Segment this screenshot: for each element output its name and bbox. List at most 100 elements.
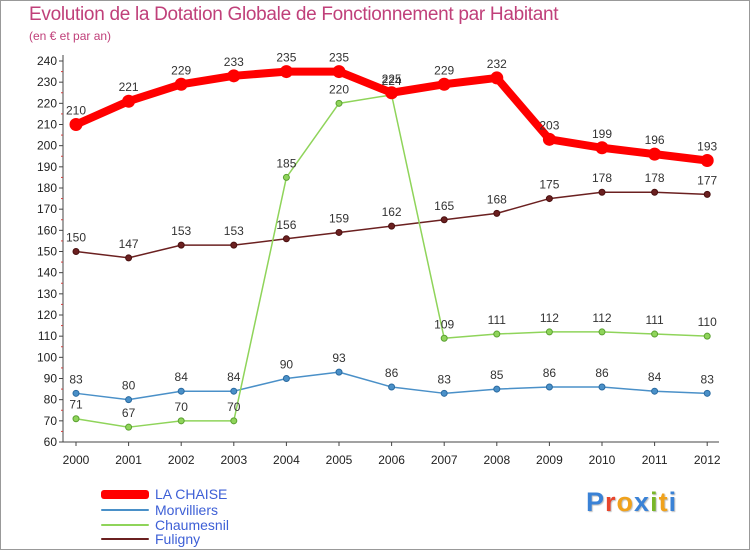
- data-point: [595, 141, 609, 155]
- data-label: 83: [701, 372, 715, 386]
- data-point: [282, 235, 290, 243]
- data-label: 83: [438, 372, 452, 386]
- data-point: [493, 209, 501, 217]
- legend-item: Fuligny: [101, 532, 200, 546]
- y-tick-label: 240: [37, 54, 57, 68]
- data-point: [335, 228, 343, 236]
- data-label: 110: [698, 315, 717, 329]
- data-label: 67: [122, 406, 136, 420]
- data-point: [651, 387, 659, 395]
- data-label: 224: [382, 74, 402, 88]
- x-tick-label: 2009: [536, 453, 563, 467]
- y-tick-label: 190: [37, 160, 57, 174]
- y-tick-label: 210: [37, 118, 57, 132]
- data-label: 225: [382, 72, 402, 86]
- legend-item: Morvilliers: [101, 503, 218, 517]
- data-point: [598, 188, 606, 196]
- data-point: [598, 328, 606, 336]
- data-point: [700, 153, 714, 167]
- y-tick-label: 100: [37, 350, 57, 364]
- data-point: [437, 77, 451, 91]
- data-point: [227, 69, 241, 83]
- x-tick-label: 2011: [642, 453, 668, 467]
- data-label: 168: [487, 192, 507, 206]
- x-tick-label: 2010: [589, 453, 616, 467]
- y-tick-label: 150: [37, 245, 57, 259]
- legend-swatch: [101, 489, 149, 499]
- y-tick-label: 110: [38, 329, 57, 343]
- data-point: [177, 417, 185, 425]
- data-label: 93: [332, 351, 346, 365]
- data-point: [72, 415, 80, 423]
- data-label: 80: [122, 379, 136, 393]
- data-point: [648, 147, 662, 161]
- logo-letter: o: [616, 487, 635, 517]
- chart-axes: 60 70 80 90 100 110 120 130 140 150 160 170 180 190 20…: [37, 54, 721, 467]
- chart-series: [69, 65, 714, 431]
- data-point: [122, 94, 136, 108]
- logo-letter: r: [605, 487, 617, 517]
- data-label: 156: [276, 218, 296, 232]
- data-label: 153: [224, 224, 244, 238]
- data-label: 162: [382, 205, 402, 219]
- data-point: [493, 385, 501, 393]
- data-label: 83: [69, 372, 83, 386]
- data-label: 71: [69, 398, 83, 412]
- data-point: [703, 332, 711, 340]
- x-tick-label: 2003: [220, 453, 247, 467]
- data-point: [703, 389, 711, 397]
- y-tick-label: 130: [37, 287, 57, 301]
- data-label: 210: [66, 104, 86, 118]
- data-label: 193: [697, 139, 717, 153]
- data-point: [174, 77, 188, 91]
- data-label: 150: [66, 231, 86, 245]
- legend-label: Chaumesnil: [155, 517, 229, 533]
- data-point: [335, 99, 343, 107]
- legend-swatch: [101, 538, 149, 540]
- data-label: 86: [595, 366, 609, 380]
- x-tick-label: 2012: [694, 453, 721, 467]
- data-point: [230, 417, 238, 425]
- logo-letter: i: [668, 487, 678, 517]
- data-label: 199: [592, 127, 612, 141]
- legend-label: LA CHAISE: [155, 486, 228, 502]
- y-tick-label: 170: [37, 202, 57, 216]
- data-point: [282, 173, 290, 181]
- x-tick-label: 2001: [115, 453, 142, 467]
- data-label: 112: [592, 311, 611, 325]
- data-point: [440, 216, 448, 224]
- y-tick-label: 90: [44, 372, 58, 386]
- data-point: [282, 375, 290, 382]
- data-point: [440, 389, 448, 397]
- x-tick-label: 2002: [168, 453, 195, 467]
- data-label: 196: [645, 133, 665, 147]
- data-label: 229: [434, 63, 454, 77]
- legend-label: Morvilliers: [155, 502, 218, 518]
- data-label: 70: [227, 400, 241, 414]
- y-tick-label: 120: [37, 308, 57, 322]
- data-point: [703, 190, 711, 198]
- y-tick-label: 220: [37, 96, 57, 110]
- data-point: [230, 387, 238, 395]
- data-point: [440, 334, 448, 342]
- data-label: 235: [329, 51, 349, 65]
- data-point: [598, 383, 606, 391]
- data-label: 185: [276, 156, 296, 170]
- data-point: [545, 328, 553, 336]
- data-label: 147: [119, 237, 139, 251]
- data-point: [388, 222, 396, 230]
- legend-label: Fuligny: [155, 531, 201, 547]
- y-tick-label: 140: [37, 266, 57, 280]
- x-tick-label: 2000: [63, 453, 90, 467]
- data-point: [69, 118, 83, 131]
- legend-item: Chaumesnil: [101, 518, 229, 532]
- data-point: [388, 383, 396, 391]
- data-label: 178: [592, 171, 612, 185]
- data-label: 175: [539, 178, 559, 192]
- data-label: 159: [329, 211, 349, 225]
- legend-swatch: [101, 509, 149, 511]
- x-tick-label: 2008: [483, 453, 510, 467]
- y-tick-label: 200: [37, 139, 57, 153]
- y-tick-label: 180: [37, 181, 57, 195]
